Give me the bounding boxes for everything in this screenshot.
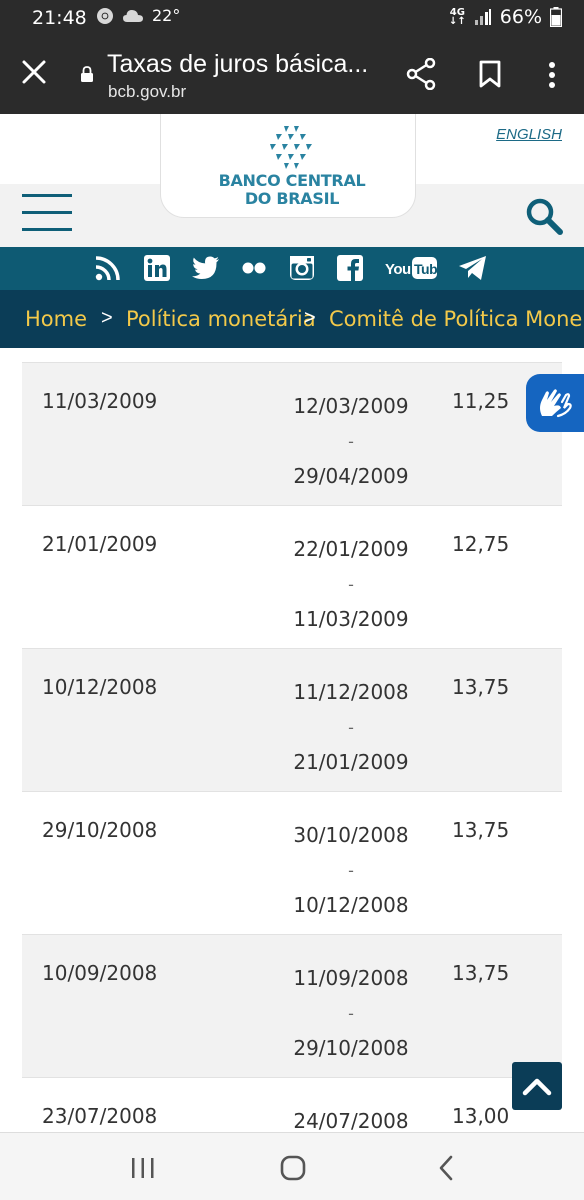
back-icon[interactable] — [432, 1153, 462, 1183]
selic-rate: 11,25 — [452, 389, 510, 413]
selic-rate: 13,00 — [452, 1104, 510, 1128]
hamburger-menu-icon[interactable] — [22, 194, 72, 232]
meeting-date: 11/03/2009 — [42, 389, 158, 413]
breadcrumb-separator: > — [304, 307, 316, 329]
meeting-date: 10/12/2008 — [42, 675, 158, 699]
flickr-icon[interactable] — [240, 255, 268, 281]
interest-rate-table: 11/03/2009 12/03/2009 - 29/04/2009 11,25… — [22, 362, 562, 1200]
validity-period: 12/03/2009 - 29/04/2009 — [293, 394, 409, 488]
validity-period: 24/07/2008 — [293, 1109, 409, 1133]
cloud-icon — [123, 9, 143, 22]
browser-toolbar: Taxas de juros básica... bcb.gov.br — [0, 36, 584, 114]
chrome-icon — [97, 7, 113, 24]
more-menu-icon[interactable] — [540, 60, 564, 90]
table-row: 21/01/2009 22/01/2009 - 11/03/2009 12,75 — [22, 505, 562, 648]
validity-period: 22/01/2009 - 11/03/2009 — [293, 537, 409, 631]
chevron-up-icon — [522, 1078, 552, 1096]
recent-apps-icon[interactable] — [128, 1153, 158, 1183]
table-row: 23/07/2008 24/07/2008 13,00 — [22, 1077, 562, 1200]
home-icon[interactable] — [278, 1153, 308, 1183]
breadcrumb-separator: > — [101, 307, 113, 329]
status-time: 21:48 — [32, 7, 87, 29]
signal-icon — [474, 9, 491, 25]
selic-rate: 13,75 — [452, 675, 510, 699]
validity-period: 11/12/2008 - 21/01/2009 — [293, 680, 409, 774]
breadcrumb-copom[interactable]: Comitê de Política Mone — [329, 307, 583, 331]
back-to-top-button[interactable] — [512, 1062, 562, 1110]
svg-text:You: You — [385, 261, 411, 278]
table-row: 11/03/2009 12/03/2009 - 29/04/2009 11,25 — [22, 362, 562, 505]
page-title[interactable]: Taxas de juros básica... — [107, 50, 369, 78]
sign-language-icon — [540, 389, 572, 418]
site-header: BANCO CENTRAL DO BRASIL ENGLISH — [0, 114, 584, 247]
twitter-icon[interactable] — [192, 255, 220, 281]
status-temperature: 22° — [152, 6, 181, 25]
breadcrumb-politica-monetaria[interactable]: Política monetária — [126, 307, 316, 331]
english-language-link[interactable]: ENGLISH — [496, 126, 562, 143]
rss-icon[interactable] — [95, 255, 121, 281]
table-row: 10/12/2008 11/12/2008 - 21/01/2009 13,75 — [22, 648, 562, 791]
system-navigation-bar — [0, 1132, 584, 1200]
selic-rate: 13,75 — [452, 961, 510, 985]
youtube-icon[interactable]: YouTube — [385, 255, 437, 281]
table-row: 29/10/2008 30/10/2008 - 10/12/2008 13,75 — [22, 791, 562, 934]
validity-period: 11/09/2008 - 29/10/2008 — [293, 966, 409, 1060]
social-links-bar: YouTube — [0, 247, 584, 290]
battery-level: 66% — [499, 6, 542, 28]
search-icon[interactable] — [524, 196, 564, 236]
linkedin-icon[interactable] — [144, 255, 170, 281]
telegram-icon[interactable] — [458, 255, 488, 281]
breadcrumb: Home > Política monetária > Comitê de Po… — [0, 290, 584, 348]
battery-icon — [550, 7, 562, 27]
table-row: 10/09/2008 11/09/2008 - 29/10/2008 13,75 — [22, 934, 562, 1077]
facebook-icon[interactable] — [337, 255, 363, 281]
meeting-date: 23/07/2008 — [42, 1104, 158, 1128]
lock-icon — [81, 66, 93, 82]
instagram-icon[interactable] — [289, 255, 315, 281]
svg-text:Tube: Tube — [414, 261, 437, 277]
validity-period: 30/10/2008 - 10/12/2008 — [293, 823, 409, 917]
breadcrumb-home[interactable]: Home — [25, 307, 88, 331]
bcb-logo-text[interactable]: BANCO CENTRAL DO BRASIL — [218, 171, 366, 208]
bookmark-icon[interactable] — [478, 60, 502, 88]
meeting-date: 21/01/2009 — [42, 532, 158, 556]
meeting-date: 29/10/2008 — [42, 818, 158, 842]
close-icon[interactable] — [20, 58, 48, 86]
bcb-logo-icon[interactable] — [266, 124, 316, 170]
status-bar: 21:48 22° 4G ↓↑ 66% — [0, 0, 584, 36]
share-icon[interactable] — [406, 58, 436, 90]
selic-rate: 12,75 — [452, 532, 510, 556]
page-url[interactable]: bcb.gov.br — [108, 82, 187, 101]
meeting-date: 10/09/2008 — [42, 961, 158, 985]
selic-rate: 13,75 — [452, 818, 510, 842]
network-type-icon: 4G ↓↑ — [449, 7, 466, 27]
accessibility-button[interactable] — [526, 374, 584, 432]
